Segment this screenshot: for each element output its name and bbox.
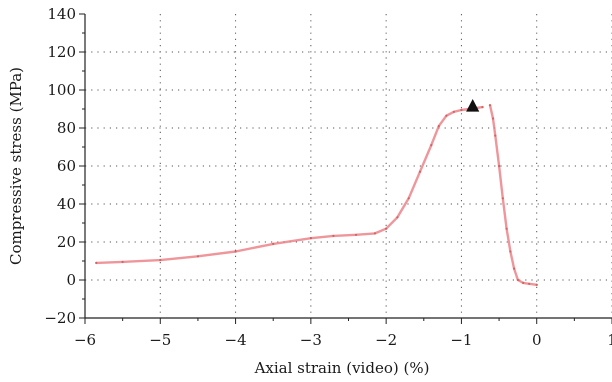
y-tick-label-4: 60 — [57, 157, 76, 175]
x-tick-label-3: −3 — [300, 331, 322, 349]
series-0-point-14 — [430, 144, 433, 147]
series-0-point-0 — [95, 261, 98, 264]
series-0-point-8 — [354, 233, 358, 236]
y-tick-label-3: 40 — [57, 195, 76, 213]
y-tick-label-5: 80 — [57, 119, 76, 137]
series-line-0 — [95, 105, 484, 265]
x-tick-label-4: −2 — [375, 331, 397, 349]
series-0-point-17 — [452, 110, 455, 113]
series-0-point-11 — [396, 216, 399, 219]
x-tick-label-2: −4 — [225, 331, 247, 349]
series-0-point-3 — [196, 255, 199, 258]
series-0-point-18 — [460, 108, 463, 112]
y-axis-label: Compressive stress (MPa) — [7, 67, 25, 265]
series-0-point-5 — [272, 242, 275, 245]
series-1-point-4 — [501, 197, 504, 200]
series-0-point-12 — [407, 197, 410, 200]
series-0-point-9 — [373, 232, 376, 235]
y-tick-label-6: 100 — [47, 81, 76, 99]
series-1-point-9 — [522, 281, 525, 284]
series-0-point-2 — [159, 259, 162, 262]
series-0-point-16 — [445, 114, 448, 117]
series-0-point-21 — [481, 106, 484, 109]
series-1-point-8 — [516, 278, 520, 282]
series-0-point-1 — [121, 260, 124, 263]
grid-layer — [85, 14, 612, 318]
series-0-point-4 — [234, 250, 237, 253]
series-1-point-3 — [498, 164, 501, 168]
series-layer — [95, 104, 538, 286]
ticks-layer: −6 −5 −4 −3 −2 −1 0 1 −20 0 20 40 60 80 100 120 140 — [44, 5, 612, 349]
y-tick-label-7: 120 — [47, 43, 76, 61]
peak-triangle-marker — [466, 99, 480, 112]
series-0-point-7 — [332, 234, 335, 237]
series-1-point-11 — [535, 283, 538, 286]
series-0-point-15 — [437, 125, 440, 128]
y-tick-label-1: 0 — [66, 271, 76, 289]
series-1-point-5 — [505, 227, 508, 230]
series-0-point-6 — [309, 237, 312, 240]
y-tick-label-2: 20 — [57, 233, 76, 251]
series-1-point-2 — [494, 134, 497, 137]
x-tick-label-6: 0 — [532, 331, 542, 349]
series-1-point-1 — [491, 117, 495, 120]
x-tick-label-0: −6 — [74, 331, 96, 349]
x-tick-label-5: −1 — [450, 331, 472, 349]
series-1-point-10 — [528, 282, 531, 285]
series-0-point-13 — [418, 170, 422, 173]
series-0-point-10 — [385, 227, 388, 230]
y-tick-label-0: −20 — [44, 309, 76, 327]
series-line-1 — [488, 104, 538, 286]
marker-layer — [466, 99, 480, 112]
y-tick-label-8: 140 — [47, 5, 76, 23]
x-tick-label-7: 1 — [607, 331, 612, 349]
axes-layer — [84, 14, 612, 319]
series-1-point-6 — [509, 250, 512, 253]
x-tick-label-1: −5 — [149, 331, 171, 349]
series-1-point-0 — [488, 104, 492, 107]
x-axis-label: Axial strain (video) (%) — [254, 359, 430, 377]
series-1-point-7 — [513, 267, 516, 270]
